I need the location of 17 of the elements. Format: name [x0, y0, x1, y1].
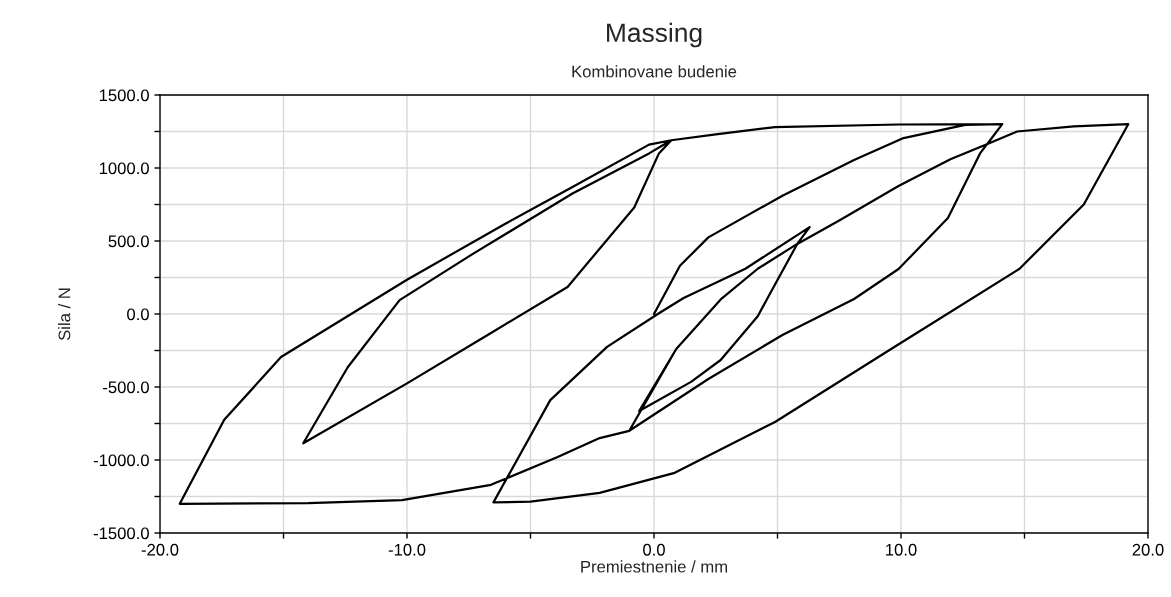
- y-tick-label: 500.0: [108, 235, 149, 248]
- y-tick-label: -1000.0: [93, 454, 149, 467]
- y-tick-label: -1500.0: [93, 527, 149, 540]
- x-tick-label: 20.0: [1132, 543, 1164, 556]
- y-tick-label: -500.0: [103, 381, 149, 394]
- y-tick-label: 0.0: [127, 308, 149, 321]
- chart-title: Massing: [607, 22, 702, 48]
- y-tick-label: 1000.0: [99, 162, 149, 175]
- x-tick-label: -20.0: [141, 543, 179, 556]
- x-axis-title: Premiestnenie / mm: [581, 560, 727, 573]
- y-axis-title: Sila / N: [58, 288, 71, 341]
- x-tick-label: -10.0: [388, 543, 426, 556]
- line-series: [178, 123, 1130, 505]
- y-tick-label: 1500.0: [99, 89, 149, 102]
- x-tick-label: 10.0: [886, 543, 917, 556]
- chart-subtitle: Kombinovane budenie: [572, 65, 737, 78]
- x-tick-label: 0.0: [643, 543, 665, 556]
